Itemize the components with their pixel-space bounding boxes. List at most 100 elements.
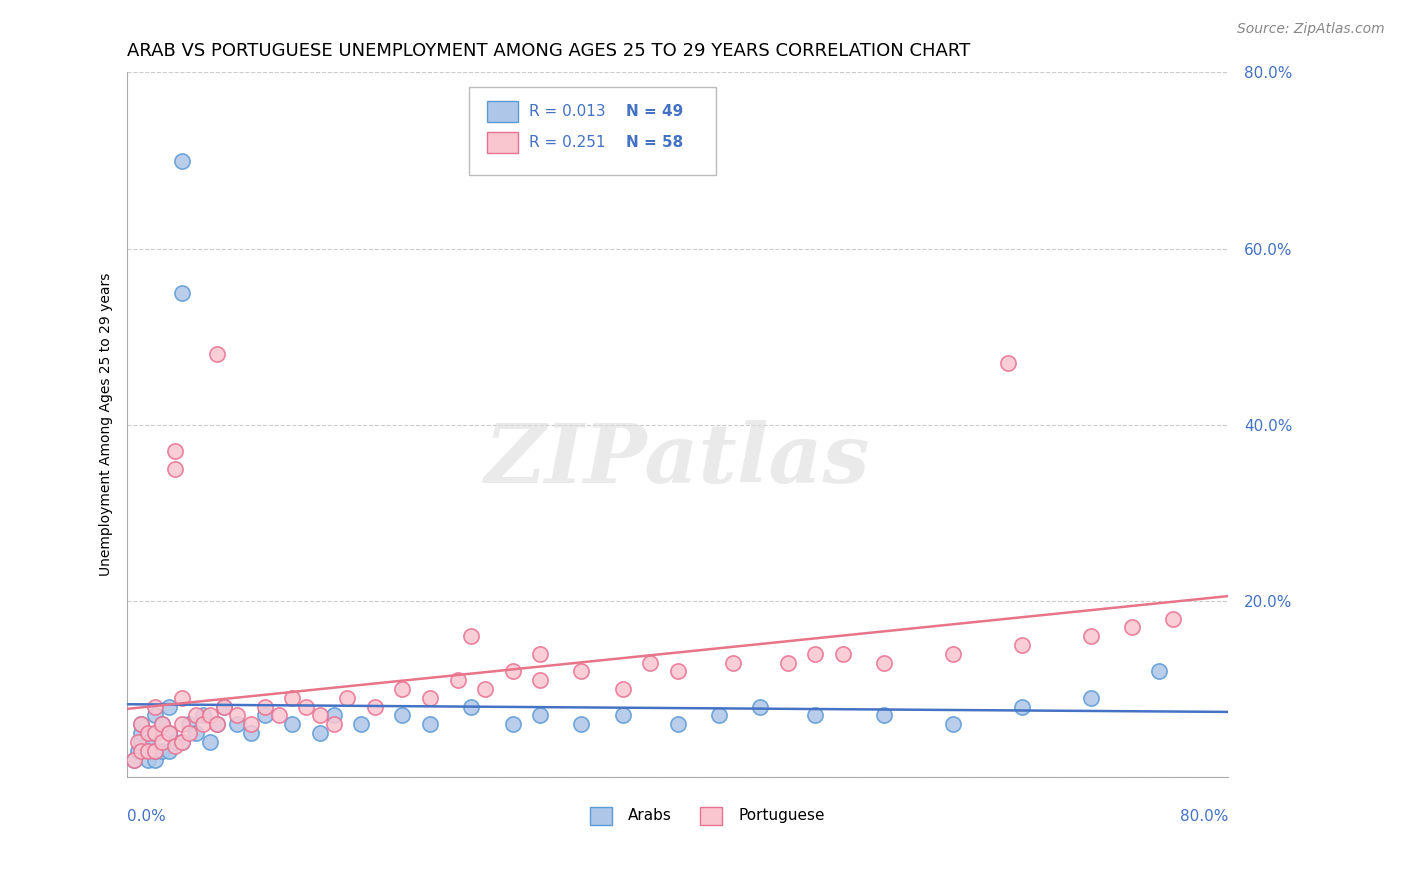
Text: ZIPatlas: ZIPatlas	[485, 420, 870, 500]
Point	[198, 735, 221, 749]
Point	[184, 708, 207, 723]
Point	[157, 744, 180, 758]
Point	[240, 717, 263, 731]
Point	[143, 726, 166, 740]
Text: N = 49: N = 49	[626, 103, 683, 119]
Point	[309, 726, 332, 740]
Point	[122, 752, 145, 766]
Point	[150, 744, 173, 758]
Text: Arabs: Arabs	[628, 808, 672, 823]
FancyBboxPatch shape	[488, 132, 517, 153]
Point	[165, 739, 187, 754]
Point	[136, 726, 159, 740]
Point	[172, 153, 194, 168]
Point	[612, 681, 634, 696]
Point	[212, 699, 235, 714]
Point	[707, 708, 730, 723]
Point	[136, 735, 159, 749]
Point	[474, 681, 496, 696]
Point	[569, 665, 592, 679]
Point	[336, 690, 359, 705]
Point	[253, 699, 276, 714]
Point	[165, 735, 187, 749]
Point	[226, 708, 249, 723]
Point	[129, 744, 152, 758]
Point	[172, 717, 194, 731]
Point	[165, 462, 187, 476]
Point	[172, 735, 194, 749]
Point	[226, 717, 249, 731]
Point	[776, 656, 799, 670]
Point	[179, 717, 201, 731]
Point	[322, 708, 344, 723]
Point	[721, 656, 744, 670]
Text: 80.0%: 80.0%	[1180, 809, 1227, 824]
Point	[212, 699, 235, 714]
Text: R = 0.251: R = 0.251	[529, 136, 606, 151]
FancyBboxPatch shape	[468, 87, 716, 175]
Point	[143, 708, 166, 723]
Point	[143, 699, 166, 714]
Point	[831, 647, 853, 661]
Point	[129, 717, 152, 731]
Point	[143, 744, 166, 758]
Point	[150, 717, 173, 731]
Point	[419, 717, 441, 731]
Point	[179, 726, 201, 740]
Point	[143, 752, 166, 766]
Point	[129, 735, 152, 749]
Point	[529, 708, 551, 723]
Point	[997, 356, 1019, 370]
Point	[804, 708, 827, 723]
FancyBboxPatch shape	[488, 101, 517, 121]
Point	[804, 647, 827, 661]
Point	[127, 735, 149, 749]
Text: 0.0%: 0.0%	[128, 809, 166, 824]
Point	[136, 744, 159, 758]
Point	[364, 699, 387, 714]
Point	[391, 708, 413, 723]
Point	[157, 726, 180, 740]
Point	[873, 708, 896, 723]
Point	[143, 744, 166, 758]
Point	[184, 726, 207, 740]
Point	[529, 673, 551, 688]
Point	[419, 690, 441, 705]
Text: Source: ZipAtlas.com: Source: ZipAtlas.com	[1237, 22, 1385, 37]
Point	[638, 656, 661, 670]
Point	[1011, 699, 1033, 714]
FancyBboxPatch shape	[589, 807, 612, 825]
Point	[205, 717, 228, 731]
Point	[267, 708, 290, 723]
Point	[157, 699, 180, 714]
Point	[157, 726, 180, 740]
Point	[942, 717, 965, 731]
Point	[666, 717, 689, 731]
Point	[191, 708, 214, 723]
Point	[198, 708, 221, 723]
Point	[150, 735, 173, 749]
Point	[165, 444, 187, 458]
Point	[612, 708, 634, 723]
Point	[1080, 690, 1102, 705]
Point	[191, 717, 214, 731]
Point	[172, 735, 194, 749]
Point	[942, 647, 965, 661]
Text: Portuguese: Portuguese	[738, 808, 825, 823]
Point	[350, 717, 373, 731]
Point	[1080, 629, 1102, 643]
Point	[1011, 638, 1033, 652]
Point	[127, 744, 149, 758]
Point	[281, 690, 304, 705]
Point	[1149, 665, 1171, 679]
Point	[309, 708, 332, 723]
Point	[253, 708, 276, 723]
Point	[143, 726, 166, 740]
Y-axis label: Unemployment Among Ages 25 to 29 years: Unemployment Among Ages 25 to 29 years	[100, 273, 114, 576]
Text: N = 58: N = 58	[626, 136, 683, 151]
Point	[391, 681, 413, 696]
FancyBboxPatch shape	[700, 807, 721, 825]
Point	[502, 717, 524, 731]
Point	[129, 726, 152, 740]
Point	[172, 285, 194, 300]
